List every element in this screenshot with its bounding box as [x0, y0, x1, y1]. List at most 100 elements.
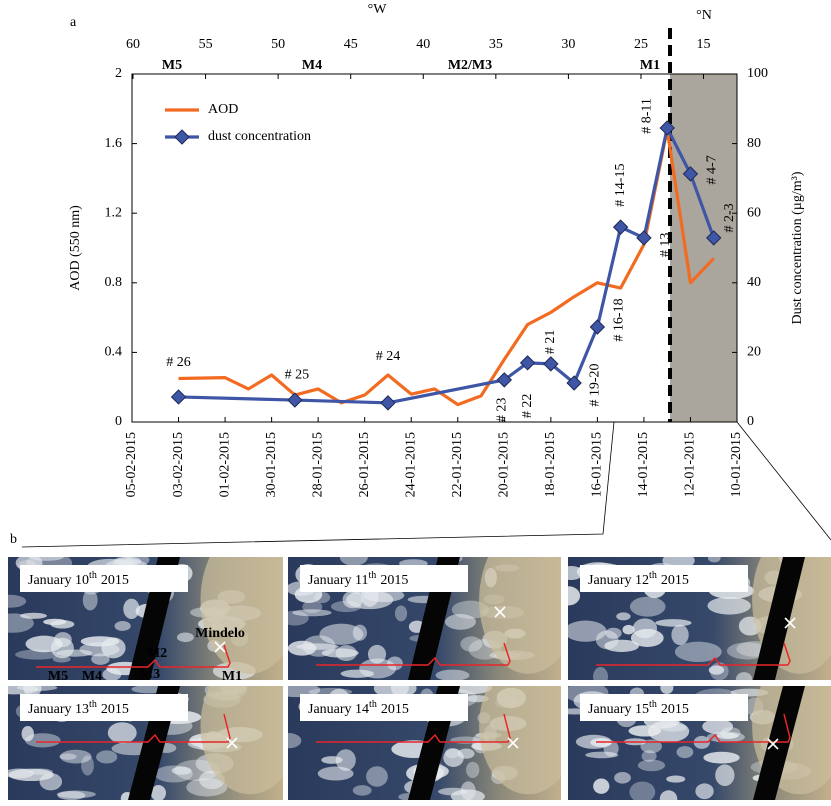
legend-label: dust concentration — [208, 129, 311, 144]
cloud — [568, 586, 581, 606]
cloud — [43, 618, 67, 626]
x-tick-label: 20-01-2015 — [497, 432, 512, 497]
map-annotation: M4 — [82, 669, 102, 684]
cloud — [296, 643, 339, 650]
map-annotation: Mindelo — [195, 626, 245, 641]
cloud — [91, 653, 110, 665]
cloud — [114, 621, 131, 631]
cloud — [150, 785, 167, 800]
cloud — [288, 733, 302, 749]
data-point — [566, 375, 582, 391]
ship-position — [494, 606, 506, 618]
x-tick-label: 18-01-2015 — [543, 432, 558, 497]
cloud — [96, 750, 118, 764]
milestone-label: M5 — [162, 58, 182, 73]
x-tick-label: 05-02-2015 — [124, 432, 139, 497]
point-label: # 26 — [166, 355, 191, 370]
cloud — [659, 723, 687, 732]
title-box — [300, 565, 468, 592]
x-tick-label: 28-01-2015 — [310, 432, 325, 497]
x-tick-label: 26-01-2015 — [357, 432, 372, 497]
cloud — [435, 669, 470, 680]
point-label: # 8-11 — [639, 98, 654, 134]
cloud — [321, 648, 359, 658]
title-year: 2015 — [661, 702, 689, 717]
y2-tick-label: 20 — [747, 345, 761, 360]
data-point — [706, 230, 722, 246]
top-tick-label: 60 — [126, 37, 140, 52]
ship-track — [596, 713, 791, 743]
cloud — [21, 726, 34, 742]
cloud — [186, 778, 228, 797]
x-tick-label: 22-01-2015 — [450, 432, 465, 497]
top-axis-label: °N — [696, 8, 712, 23]
cloud — [29, 557, 64, 561]
cloud — [629, 781, 656, 800]
x-tick-label: 24-01-2015 — [403, 432, 418, 497]
data-point — [496, 372, 513, 388]
ship-track — [316, 713, 511, 743]
image-title: January 13th 2015 — [28, 699, 129, 717]
cloud — [647, 720, 690, 743]
point-label: # 2-3 — [722, 203, 737, 232]
y-tick-label: 0.4 — [105, 345, 123, 360]
ship-track — [36, 713, 231, 743]
cloud — [666, 775, 686, 783]
cloud — [659, 790, 678, 800]
cloud — [363, 588, 405, 603]
ship-position — [226, 737, 238, 749]
cloud — [660, 686, 674, 695]
x-tick-label: 10-01-2015 — [729, 432, 744, 497]
cloud — [339, 557, 368, 566]
top-tick-label: 45 — [344, 37, 358, 52]
cloud — [640, 739, 663, 754]
cloud — [57, 791, 86, 800]
cloud — [593, 778, 610, 794]
data-point — [380, 395, 396, 411]
cloud — [367, 644, 387, 664]
top-tick-label: 50 — [271, 37, 285, 52]
satellite-image: January 14th 2015 — [288, 686, 561, 800]
cloud — [444, 613, 476, 630]
y2-tick-label: 60 — [747, 205, 761, 220]
x-tick-label: 14-01-2015 — [636, 432, 651, 497]
cloud — [24, 733, 61, 748]
satellite-image: Mindelo M1 M2 M3 M4 M5 January 10th 2015 — [8, 557, 283, 684]
top-tick-label: 25 — [634, 37, 648, 52]
title-day: January 11 — [308, 573, 369, 588]
cloud — [616, 612, 631, 621]
cloud — [59, 749, 92, 764]
y2-tick-label: 100 — [747, 66, 768, 81]
title-year: 2015 — [101, 702, 129, 717]
map-annotation: M5 — [48, 669, 68, 684]
data-point — [170, 389, 187, 405]
cloud — [107, 722, 137, 744]
title-year: 2015 — [101, 573, 129, 588]
cloud — [671, 624, 689, 646]
cloud — [81, 755, 94, 776]
y2-axis-title: Dust concentration (µg/m³) — [790, 171, 805, 324]
cloud — [352, 624, 368, 641]
title-box — [20, 694, 188, 721]
image-title: January 14th 2015 — [308, 699, 409, 717]
data-point — [543, 356, 559, 372]
point-label: # 13 — [658, 233, 673, 258]
cloud — [171, 766, 192, 775]
cloud — [628, 725, 662, 737]
title-suffix: th — [89, 570, 97, 581]
cloud — [176, 632, 194, 643]
point-label: # 19-20 — [587, 363, 602, 406]
satellite-image: January 12th 2015 — [568, 557, 831, 680]
milestone-label: M1 — [640, 58, 660, 73]
y-tick-label: 1.2 — [105, 205, 123, 220]
cloud — [394, 605, 408, 622]
title-box — [580, 565, 748, 592]
data-point — [612, 219, 629, 235]
cloud — [460, 636, 483, 652]
cloud — [82, 589, 98, 611]
swath-gap — [753, 557, 805, 680]
cloud — [695, 783, 714, 800]
point-label: # 25 — [285, 367, 310, 382]
cloud — [79, 642, 120, 657]
